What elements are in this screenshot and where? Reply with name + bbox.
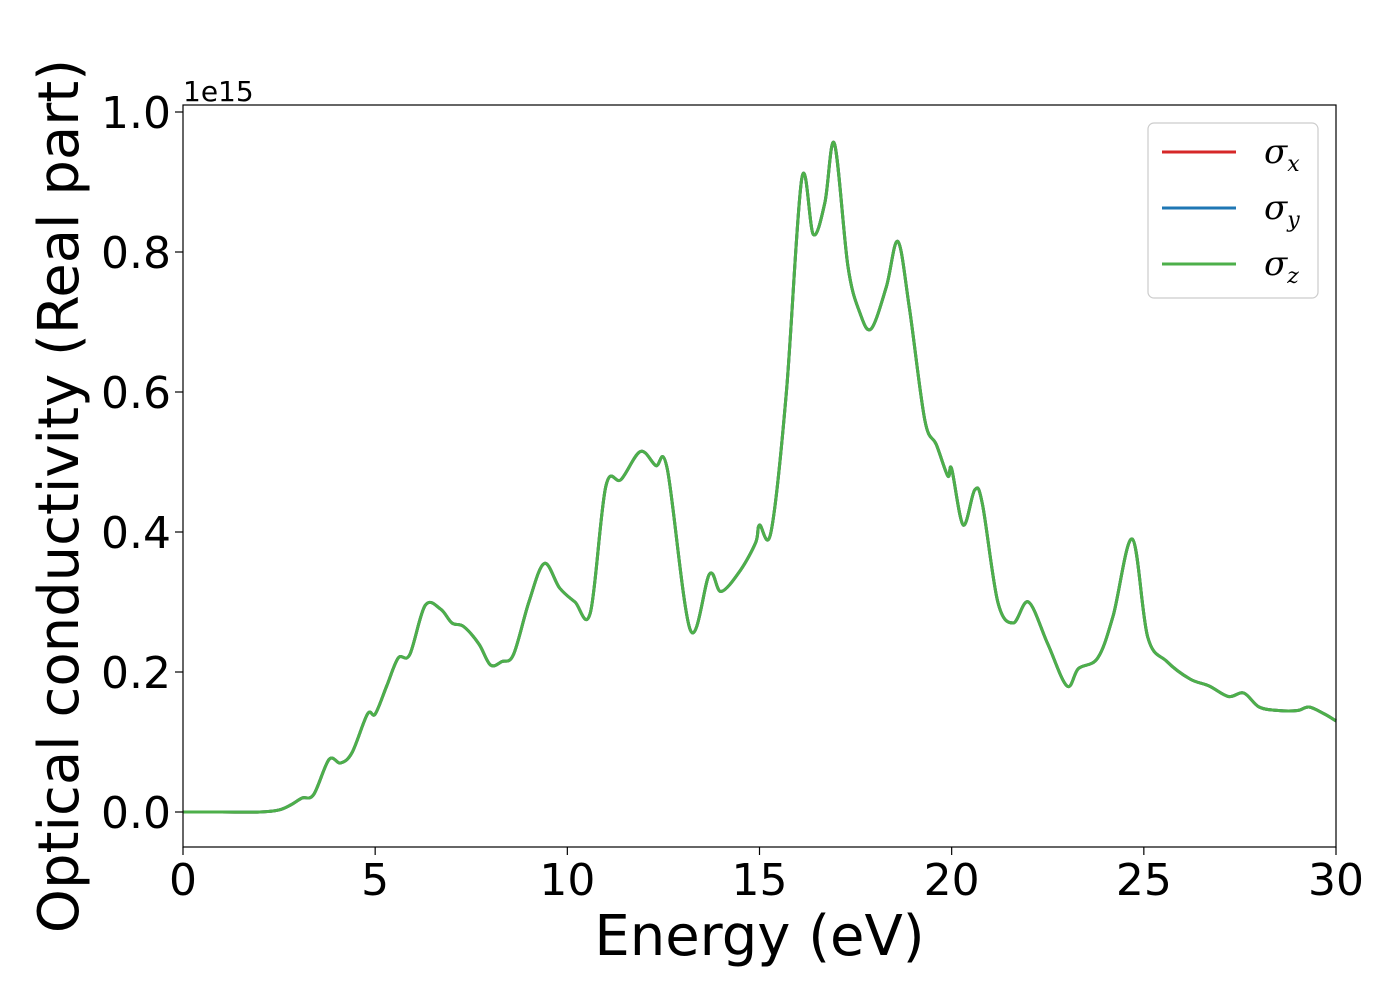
- x-tick-label: 5: [361, 855, 389, 906]
- legend-label-z: σz: [1264, 244, 1299, 289]
- legend-symbol: σ: [1264, 188, 1288, 228]
- x-tick-label: 30: [1308, 855, 1364, 906]
- y-tick-label: 0.4: [101, 508, 171, 559]
- legend-label-y: σy: [1264, 188, 1300, 233]
- y-tick-label: 0.0: [101, 788, 171, 839]
- series-line-z: [183, 140, 1337, 814]
- y-tick-label: 0.2: [101, 648, 171, 699]
- legend-subscript: x: [1287, 152, 1300, 177]
- legend-subscript: y: [1286, 208, 1300, 233]
- legend-symbol: σ: [1264, 244, 1288, 284]
- x-axis-ticks: 0 5 10 15 20 25 30: [169, 847, 1364, 906]
- y-tick-label: 0.8: [101, 228, 171, 279]
- x-tick-label: 20: [924, 855, 980, 906]
- x-tick-label: 0: [169, 855, 197, 906]
- legend-symbol: σ: [1264, 132, 1288, 172]
- y-tick-label: 0.6: [101, 368, 171, 419]
- x-tick-label: 15: [732, 855, 788, 906]
- legend-label-x: σx: [1264, 132, 1300, 177]
- x-tick-label: 25: [1116, 855, 1172, 906]
- legend-box: [1147, 122, 1319, 299]
- x-tick-label: 10: [539, 855, 595, 906]
- y-tick-label: 1.0: [101, 88, 171, 139]
- series-layer: [183, 140, 1337, 814]
- y-axis-title: Optical conductivity (Real part): [27, 59, 92, 933]
- legend-subscript: z: [1286, 264, 1299, 289]
- y-axis-ticks: 0.0 0.2 0.4 0.6 0.8 1.0: [101, 88, 183, 839]
- y-axis-offset-label: 1e15: [183, 75, 254, 108]
- x-axis-title: Energy (eV): [594, 904, 924, 969]
